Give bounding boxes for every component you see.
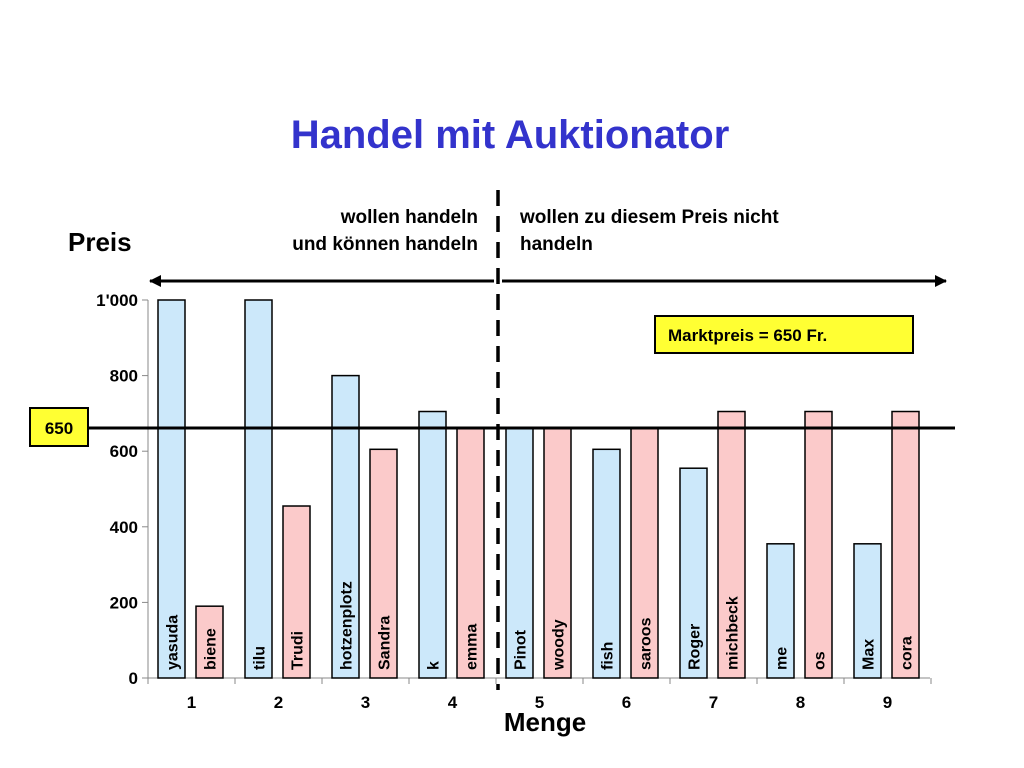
annotation-left-line2: und können handeln	[292, 234, 478, 255]
bar-woody	[543, 427, 572, 679]
x-tick-label: 8	[796, 693, 805, 712]
annotation-right-line1: wollen zu diesem Preis nicht	[519, 207, 779, 228]
y-tick-label: 0	[129, 669, 138, 688]
bar-yasuda	[157, 299, 186, 679]
x-tick-label: 2	[274, 693, 283, 712]
x-tick-label: 6	[622, 693, 631, 712]
bar-cora	[891, 410, 920, 679]
annotation-right-line2: handeln	[520, 234, 593, 255]
bar-label-hotzenplotz: hotzenplotz	[339, 581, 356, 670]
x-axis-title: Menge	[504, 707, 586, 737]
bar-me	[766, 543, 795, 679]
bar-Trudi	[282, 505, 311, 679]
market-price-box	[654, 315, 914, 354]
bar-Roger	[679, 467, 708, 679]
market-price-text: Marktpreis = 650 Fr.	[668, 326, 827, 345]
y-tick-label: 400	[110, 518, 138, 537]
bar-k	[418, 410, 447, 679]
bar-label-k: k	[426, 661, 443, 670]
bar-label-yasuda: yasuda	[165, 615, 182, 670]
bar-label-Trudi: Trudi	[290, 631, 307, 670]
y-axis-title: Preis	[68, 227, 132, 257]
x-tick-label: 3	[361, 693, 370, 712]
bar-hotzenplotz	[331, 374, 360, 679]
bar-biene	[195, 605, 224, 679]
y-tick-label: 1'000	[96, 291, 138, 310]
bar-label-woody: woody	[551, 619, 568, 671]
bar-emma	[456, 427, 485, 679]
bar-label-saroos: saroos	[638, 617, 655, 670]
x-tick-label: 4	[448, 693, 458, 712]
y-tick-label: 800	[110, 367, 138, 386]
bar-label-os: os	[812, 651, 829, 670]
x-tick-label: 1	[187, 693, 196, 712]
bar-label-michbeck: michbeck	[725, 596, 742, 670]
bar-label-Roger: Roger	[687, 624, 704, 670]
y-ticks: 0 200 400 600 800 1'000	[96, 291, 148, 688]
bar-label-emma: emma	[464, 624, 481, 670]
bar-os	[804, 410, 833, 679]
x-ticks: 1 2 3 4 5 6 7 8 9	[147, 678, 932, 712]
bar-michbeck	[717, 410, 746, 679]
bar-label-cora: cora	[899, 636, 916, 670]
bar-label-fish: fish	[600, 642, 617, 670]
x-tick-label: 9	[883, 693, 892, 712]
annotation-left-line1: wollen handeln	[340, 207, 478, 228]
bar-label-Max: Max	[861, 639, 878, 670]
y-tick-label: 200	[110, 593, 138, 612]
x-tick-label: 7	[709, 693, 718, 712]
bar-saroos	[630, 427, 659, 679]
price-label-text: 650	[45, 419, 73, 438]
bar-Sandra	[369, 448, 398, 679]
bar-label-Pinot: Pinot	[513, 629, 530, 670]
bar-label-tilu: tilu	[252, 646, 269, 670]
y-tick-label: 600	[110, 442, 138, 461]
bar-Pinot	[505, 427, 534, 679]
bar-label-Sandra: Sandra	[377, 616, 394, 670]
bar-Max	[853, 543, 882, 679]
price-label-box	[29, 407, 89, 447]
bars: yasuda biene tilu Trudi hotzenplotz Sandra k em…	[157, 299, 920, 679]
bar-fish	[592, 448, 621, 679]
x-tick-label: 5	[535, 693, 544, 712]
bar-label-me: me	[774, 647, 791, 670]
chart-title: Handel mit Auktionator	[291, 113, 730, 157]
bar-tilu	[244, 299, 273, 679]
bar-label-biene: biene	[203, 628, 220, 670]
